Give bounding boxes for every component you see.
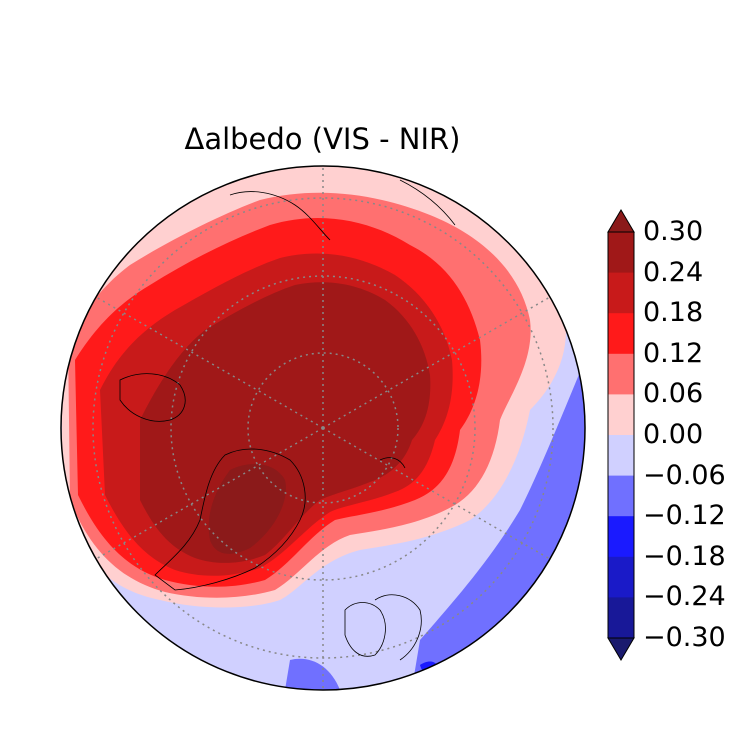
map-title: Δalbedo (VIS - NIR) [184, 122, 461, 156]
map-boundary [60, 165, 586, 691]
field-neg-medium-south [285, 658, 340, 690]
colorbar-tick-label: 0.00 [643, 419, 704, 450]
colorbar-extend-max [607, 209, 635, 233]
colorbar-tick-label: −0.06 [643, 459, 726, 491]
coastlines [119, 179, 456, 661]
colorbar-tick-label: −0.12 [643, 500, 726, 532]
colorbar-segment [608, 516, 634, 558]
colorbar-tick-label: 0.30 [643, 216, 704, 247]
colorbar-tick-label: 0.24 [643, 256, 704, 288]
colorbar-tick-label: 0.06 [643, 378, 704, 410]
colorbar-segment [608, 475, 634, 517]
greenland-core [208, 464, 286, 554]
colorbar-segment [608, 272, 634, 314]
colorbar-tick-label: −0.24 [643, 581, 726, 613]
colorbar-outline [607, 231, 635, 639]
colorbar-tick-label: −0.30 [643, 622, 726, 653]
field-pos-darkest [140, 282, 431, 563]
graticule [92, 166, 554, 690]
colorbar-segment [608, 313, 634, 355]
colorbar-segment [608, 556, 634, 598]
colorbar-segment [608, 353, 634, 395]
map-disk [61, 166, 585, 690]
colorbar-tick-label: −0.18 [643, 540, 726, 572]
colorbar-segment [608, 394, 634, 436]
colorbar-tick-label: 0.18 [643, 297, 704, 329]
colorbar-extend-min [607, 637, 635, 661]
colorbar-segment [608, 597, 634, 639]
colorbar [607, 209, 635, 661]
colorbar-segment [608, 232, 634, 274]
colorbar-segment [608, 435, 634, 477]
colorbar-tick-label: 0.12 [643, 337, 704, 369]
